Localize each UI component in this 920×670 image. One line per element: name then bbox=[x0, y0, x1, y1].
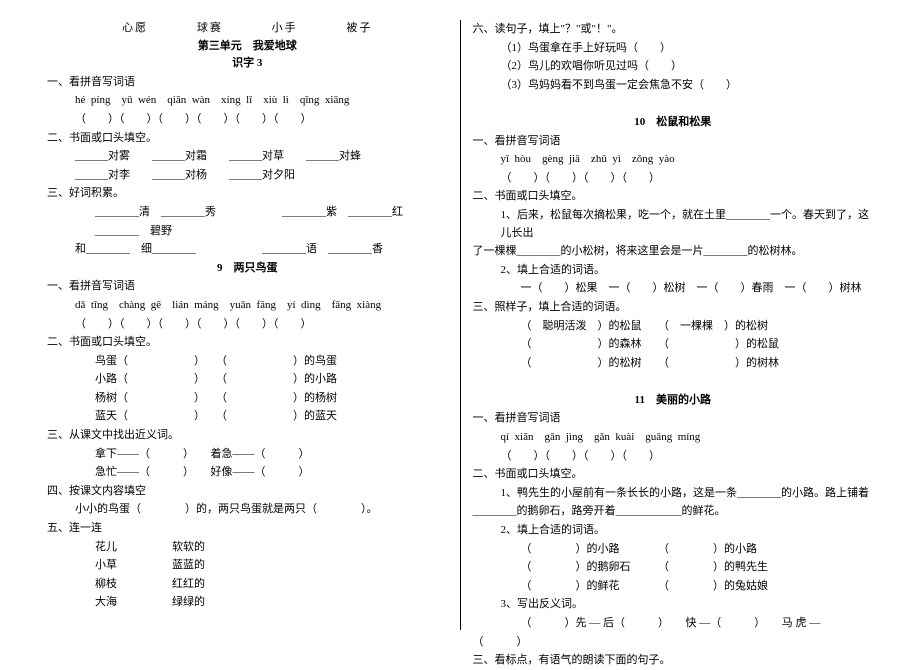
word-2: 球赛 bbox=[197, 20, 223, 38]
s3-heading: 三、好词积累。 bbox=[47, 185, 448, 203]
l9-s5-row2: 小草 蓝蓝的 bbox=[47, 557, 448, 575]
t: ）的小路 bbox=[293, 373, 337, 385]
l9-s2-row2: 小路（ ） （ ）的小路 bbox=[47, 371, 448, 389]
t: 蓝天（ bbox=[95, 410, 128, 422]
t: 小路（ bbox=[95, 373, 128, 385]
s2-line1: ______对雾 ______对霜 ______对草 ______对蜂 bbox=[47, 148, 448, 166]
lesson9-title: 9 两只鸟蛋 bbox=[47, 260, 448, 278]
l11-s2-p3: 3、写出反义词。 bbox=[473, 596, 874, 614]
s3-line3: 和________ 细________ ________语 ________香 bbox=[47, 241, 448, 259]
l11-s2-r2: （ ）的鹅卵石 （ ）的鸭先生 bbox=[473, 559, 874, 577]
t: 杨树（ bbox=[95, 392, 128, 404]
s1-heading: 一、看拼音写词语 bbox=[47, 74, 448, 92]
l9-s5-row3: 柳枝 红红的 bbox=[47, 576, 448, 594]
l11-s2-heading: 二、书面或口头填空。 bbox=[473, 466, 874, 484]
l10-s2-heading: 二、书面或口头填空。 bbox=[473, 188, 874, 206]
t: 柳枝 bbox=[95, 578, 117, 590]
l9-s2-row3: 杨树（ ） （ ）的杨树 bbox=[47, 390, 448, 408]
l10-s2-p2b: 一（ ）松果 一（ ）松树 一（ ）春雨 一（ ）树林 bbox=[473, 280, 874, 298]
l9-s5-row1: 花儿 软软的 bbox=[47, 539, 448, 557]
t: 蓝蓝的 bbox=[172, 559, 205, 571]
lesson11-title: 11 美丽的小路 bbox=[473, 392, 874, 410]
l10-s2-p2: 2、填上合适的词语。 bbox=[473, 262, 874, 280]
l9-s4-line1: 小小的鸟蛋（ ）的，两只鸟蛋就是两只（ ）。 bbox=[47, 501, 448, 519]
l9-s5-row4: 大海 绿绿的 bbox=[47, 594, 448, 612]
l11-s2-p2: 2、填上合适的词语。 bbox=[473, 522, 874, 540]
l10-s3-heading: 三、照样子，填上合适的词语。 bbox=[473, 299, 874, 317]
l9-s1-blanks: （ ）（ ）（ ）（ ）（ ）（ ） bbox=[47, 316, 448, 334]
worksheet-page: 心愿 球赛 小手 被子 第三单元 我爱地球 识字 3 一、看拼音写词语 hé p… bbox=[0, 0, 920, 650]
l10-s1-blanks: （ ）（ ）（ ）（ ） bbox=[473, 170, 874, 188]
l9-s1-heading: 一、看拼音写词语 bbox=[47, 278, 448, 296]
l10-s2-p1: 1、后来，松鼠每次摘松果，吃一个，就在土里________一个。春天到了，这儿长… bbox=[473, 207, 874, 242]
l11-s1-blanks: （ ）（ ）（ ）（ ） bbox=[473, 448, 874, 466]
l9-s3-line1: 拿下——（ ） 着急——（ ） bbox=[47, 446, 448, 464]
l9-s1-pinyin: dǎ tīng chàng gē lián máng yuǎn fāng yí … bbox=[47, 297, 448, 315]
shizi-title: 识字 3 bbox=[47, 55, 448, 73]
s2-line2: ______对李 ______对杨 ______对夕阳 bbox=[47, 167, 448, 185]
word-1: 心愿 bbox=[122, 20, 148, 38]
t: ） （ bbox=[194, 410, 227, 422]
right-column: 六、读句子，填上"？"或"！"。 （1）鸟蛋拿在手上好玩吗（ ） （2）鸟儿的欢… bbox=[461, 20, 886, 630]
l11-s1-heading: 一、看拼音写词语 bbox=[473, 410, 874, 428]
l10-s3-line3: （ ）的松树 （ ）的树林 bbox=[473, 355, 874, 373]
t: ） （ bbox=[194, 355, 227, 367]
t: 红红的 bbox=[172, 578, 205, 590]
l11-s3-heading: 三、看标点，有语气的朗读下面的句子。 bbox=[473, 652, 874, 670]
t: 软软的 bbox=[172, 541, 205, 553]
s3-line1: ________清 ________秀 ________紫 ________红 bbox=[47, 204, 448, 222]
l11-s1-pinyin: qí xiān gān jìng gǎn kuài guāng míng bbox=[473, 429, 874, 447]
s6-heading: 六、读句子，填上"？"或"！"。 bbox=[473, 21, 874, 39]
word-4: 被子 bbox=[346, 20, 372, 38]
t: 鸟蛋（ bbox=[95, 355, 128, 367]
t: ）的鸟蛋 bbox=[293, 355, 337, 367]
s3-line2: ________ 碧野 bbox=[47, 223, 448, 241]
word-3: 小手 bbox=[272, 20, 298, 38]
t: ）的蓝天 bbox=[293, 410, 337, 422]
l9-s2-heading: 二、书面或口头填空。 bbox=[47, 334, 448, 352]
l9-s5-heading: 五、连一连 bbox=[47, 520, 448, 538]
l11-s2-r1: （ ）的小路 （ ）的小路 bbox=[473, 541, 874, 559]
s6-line3: （3）鸟妈妈看不到鸟蛋一定会焦急不安（ ） bbox=[473, 77, 874, 95]
s1-pinyin: hé píng yǔ wén qiān wàn xíng lǐ xiù lì q… bbox=[47, 92, 448, 110]
l11-s2-p3c: （ ） bbox=[473, 634, 874, 652]
t: 绿绿的 bbox=[172, 596, 205, 608]
left-column: 心愿 球赛 小手 被子 第三单元 我爱地球 识字 3 一、看拼音写词语 hé p… bbox=[35, 20, 461, 630]
unit-title: 第三单元 我爱地球 bbox=[47, 38, 448, 56]
top-word-row: 心愿 球赛 小手 被子 bbox=[47, 20, 448, 38]
l9-s2-row4: 蓝天（ ） （ ）的蓝天 bbox=[47, 408, 448, 426]
l10-s2-p1b: 了一棵棵________的小松树，将来这里会是一片________的松树林。 bbox=[473, 243, 874, 261]
l9-s4-heading: 四、按课文内容填空 bbox=[47, 483, 448, 501]
s1-blanks: （ ）（ ）（ ）（ ）（ ）（ ） bbox=[47, 111, 448, 129]
l11-s2-p1b: ________的鹅卵石，路旁开着____________的鲜花。 bbox=[473, 503, 874, 521]
s2-heading: 二、书面或口头填空。 bbox=[47, 130, 448, 148]
t: 大海 bbox=[95, 596, 117, 608]
t: ） （ bbox=[194, 392, 227, 404]
lesson10-title: 10 松鼠和松果 bbox=[473, 114, 874, 132]
t: ）的杨树 bbox=[293, 392, 337, 404]
t: 花儿 bbox=[95, 541, 117, 553]
l11-s2-r3: （ ）的鲜花 （ ）的兔姑娘 bbox=[473, 578, 874, 596]
s6-line1: （1）鸟蛋拿在手上好玩吗（ ） bbox=[473, 40, 874, 58]
s6-line2: （2）鸟儿的欢唱你听见过吗（ ） bbox=[473, 58, 874, 76]
t: 小草 bbox=[95, 559, 117, 571]
l10-s1-pinyin: yǐ hòu gèng jiā zhǔ yì zǒng yào bbox=[473, 151, 874, 169]
l9-s3-heading: 三、从课文中找出近义词。 bbox=[47, 427, 448, 445]
l9-s2-row1: 鸟蛋（ ） （ ）的鸟蛋 bbox=[47, 353, 448, 371]
l10-s1-heading: 一、看拼音写词语 bbox=[473, 133, 874, 151]
l10-s3-line1: （ 聪明活泼 ）的松鼠 （ 一棵棵 ）的松树 bbox=[473, 318, 874, 336]
l10-s3-line2: （ ）的森林 （ ）的松鼠 bbox=[473, 336, 874, 354]
l11-s2-p3b: （ ）先 — 后（ ） 快 —（ ） 马 虎 — bbox=[473, 615, 874, 633]
l11-s2-p1: 1、鸭先生的小屋前有一条长长的小路，这是一条________的小路。路上铺着 bbox=[473, 485, 874, 503]
t: ） （ bbox=[194, 373, 227, 385]
l9-s3-line2: 急忙——（ ） 好像——（ ） bbox=[47, 464, 448, 482]
